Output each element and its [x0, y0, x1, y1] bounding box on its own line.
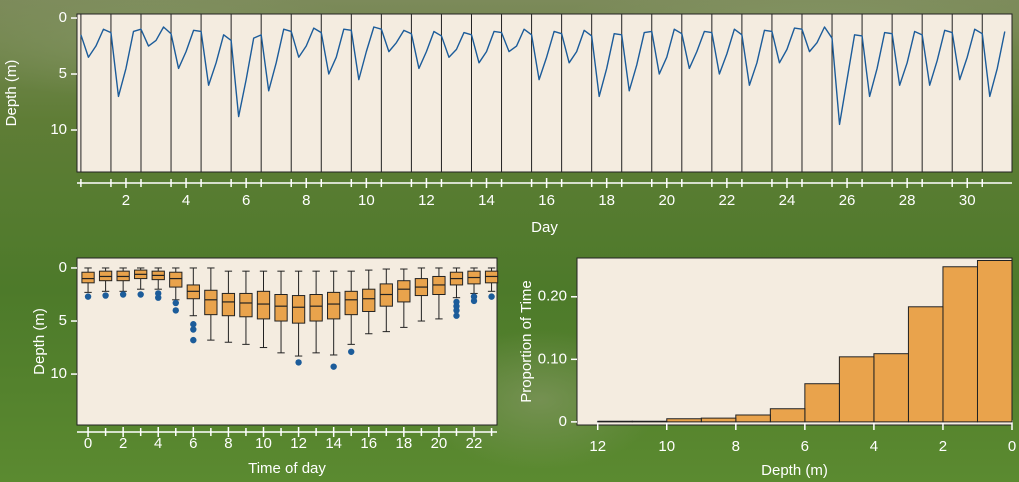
x-tick-label: 16 [360, 435, 377, 452]
x-tick-label: 10 [255, 435, 272, 452]
histogram-bar [631, 420, 668, 423]
box [397, 280, 411, 303]
x-tick-label: 14 [325, 435, 342, 452]
x-tick-label: 8 [302, 192, 310, 209]
box [221, 292, 236, 317]
outlier [488, 293, 495, 300]
y-axis-title: Proportion of Time [518, 280, 535, 403]
box [169, 271, 183, 288]
x-tick-label: 2 [119, 435, 127, 452]
x-axis-title: Time of day [248, 460, 326, 477]
x-tick-label: 0 [1008, 438, 1016, 455]
x-axis-title: Depth (m) [761, 462, 828, 479]
y-tick-label: 0.20 [538, 288, 567, 305]
plot-panel [76, 13, 1013, 173]
x-tick-label: 28 [899, 192, 916, 209]
x-tick-label: 6 [189, 435, 197, 452]
x-tick-label: 4 [154, 435, 162, 452]
x-tick-label: 2 [939, 438, 947, 455]
outlier [470, 297, 478, 305]
y-tick-label: 5 [59, 312, 67, 329]
outlier [348, 348, 355, 355]
x-axis-title: Day [531, 219, 558, 236]
outlier [172, 307, 179, 314]
histogram-bar [804, 383, 840, 423]
box [81, 271, 95, 284]
x-tick-label: 14 [478, 192, 495, 209]
outlier [84, 293, 92, 300]
box [256, 290, 271, 320]
histogram-bar [700, 417, 737, 423]
x-tick-label: 20 [431, 435, 448, 452]
outlier [190, 336, 197, 344]
x-tick-label: 12 [290, 435, 307, 452]
x-tick-label: 2 [122, 192, 130, 209]
x-tick-label: 22 [719, 192, 736, 209]
x-tick-label: 22 [466, 435, 483, 452]
y-tick-label: 5 [59, 65, 67, 82]
x-tick-label: 18 [598, 192, 615, 209]
depth-line [80, 26, 1006, 126]
x-tick-label: 0 [84, 435, 92, 452]
x-tick-label: 16 [538, 192, 555, 209]
x-tick-label: 4 [182, 192, 190, 209]
y-tick-label: 0 [59, 9, 67, 26]
x-tick-label: 12 [589, 438, 606, 455]
box [344, 290, 358, 316]
box [239, 292, 253, 318]
box [291, 295, 306, 324]
outlier [190, 326, 197, 333]
y-tick-label: 0 [559, 413, 567, 430]
outlier [190, 321, 197, 328]
histogram-bar [769, 408, 806, 423]
x-tick-label: 6 [801, 438, 809, 455]
histogram-bar [838, 356, 875, 423]
histogram-bar [873, 353, 909, 423]
y-tick-label: 10 [50, 121, 67, 138]
x-tick-label: 26 [839, 192, 856, 209]
histogram-bar [942, 266, 978, 423]
outlier [453, 312, 460, 319]
x-tick-label: 12 [418, 192, 435, 209]
outlier [330, 363, 337, 370]
x-tick-label: 8 [732, 438, 740, 455]
histogram-bar [907, 306, 944, 423]
outlier [102, 292, 109, 299]
x-tick-label: 20 [658, 192, 675, 209]
x-tick-label: 30 [959, 192, 976, 209]
y-axis-title: Depth (m) [31, 308, 48, 375]
x-tick-label: 8 [224, 435, 232, 452]
box [309, 293, 323, 322]
outlier [137, 291, 144, 298]
histogram-bar [976, 260, 1013, 423]
box [362, 288, 376, 312]
box [274, 293, 288, 322]
outlier [453, 307, 460, 314]
outlier [155, 294, 162, 301]
box [327, 291, 341, 320]
outlier [295, 359, 302, 366]
x-tick-label: 10 [658, 438, 675, 455]
y-tick-label: 0.10 [538, 350, 567, 367]
x-tick-label: 10 [358, 192, 375, 209]
histogram-bar [666, 418, 702, 423]
box [204, 289, 218, 316]
outlier [172, 299, 179, 307]
x-tick-label: 6 [242, 192, 250, 209]
x-tick-label: 24 [779, 192, 796, 209]
x-tick-label: 18 [395, 435, 412, 452]
y-axis-title: Depth (m) [3, 60, 20, 127]
y-tick-label: 10 [50, 365, 67, 382]
histogram-bar [735, 414, 771, 423]
x-tick-label: 4 [870, 438, 878, 455]
y-tick-label: 0 [59, 259, 67, 276]
histogram-bar [597, 420, 633, 423]
outlier [119, 291, 127, 298]
